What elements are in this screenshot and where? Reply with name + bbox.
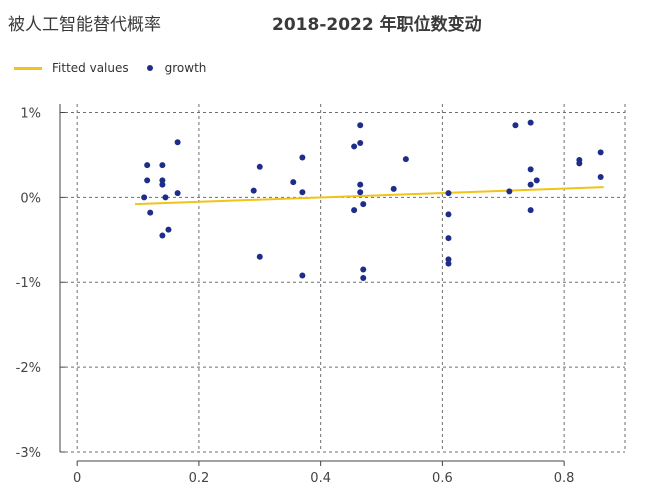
growth-point [445,256,452,263]
growth-point [174,190,181,197]
growth-point [597,173,604,180]
growth-point [445,190,452,197]
axis-layer [59,104,565,466]
legend: Fitted values growth [14,58,206,78]
fitted-line-legend-swatch [14,66,42,70]
growth-point [141,194,148,201]
growth-point [256,253,263,260]
growth-point [506,188,513,195]
growth-point [357,189,364,196]
growth-point [445,260,452,267]
y-tick-label: 1% [20,106,41,121]
growth-point [144,162,151,169]
growth-point [360,266,367,273]
growth-point [159,181,166,188]
grid-layer [65,104,626,453]
growth-point [147,209,154,216]
chart-subtitle: 被人工智能替代概率 [8,15,161,35]
growth-point [299,154,306,161]
growth-point [290,179,297,186]
growth-point [527,166,534,173]
growth-point [360,275,367,281]
growth-point [390,185,397,192]
growth-point [299,189,306,196]
growth-point [527,207,534,214]
growth-point [250,187,257,194]
growth-point [159,232,166,239]
fitted-values-line [134,186,604,206]
growth-point [351,207,358,214]
y-tick-label: -3% [16,446,41,461]
chart-title: 2018-2022 年职位数变动 [272,15,482,35]
growth-point [165,226,172,233]
fitted-line-layer [134,186,604,206]
growth-point [527,181,534,188]
growth-point [144,177,151,184]
x-tick-label: 0.8 [554,471,575,486]
points-layer [141,119,604,281]
growth-point [576,160,583,167]
x-tick-label: 0.4 [310,471,331,486]
growth-point [533,177,540,184]
y-tick-label: 0% [20,191,41,206]
growth-point [360,201,367,208]
x-tick-label: 0 [73,471,81,486]
growth-point [357,122,364,129]
growth-dot-legend-swatch [146,65,153,71]
growth-point [159,162,166,169]
y-tick-label: -1% [16,276,41,291]
growth-point [162,194,169,201]
growth-point [445,211,452,218]
x-tick-label: 0.2 [189,471,210,486]
growth-point [512,122,519,129]
growth-point [351,143,358,150]
growth-point [402,156,409,163]
growth-point [357,140,364,147]
growth-point [174,139,181,146]
growth-point [597,149,604,156]
growth-point [445,235,452,242]
growth-point [357,181,364,188]
legend-label-growth: growth [164,61,207,75]
growth-point [299,272,306,279]
legend-label-fitted: Fitted values [52,61,129,75]
y-tick-label: -2% [16,361,41,376]
tick-label-layer: 1% 0% -1% -2% -3% 0 0.2 0.4 0.6 0.8 [16,106,575,486]
growth-point [256,163,263,170]
x-tick-label: 0.6 [432,471,453,486]
growth-point [159,177,166,184]
growth-point [527,119,534,126]
